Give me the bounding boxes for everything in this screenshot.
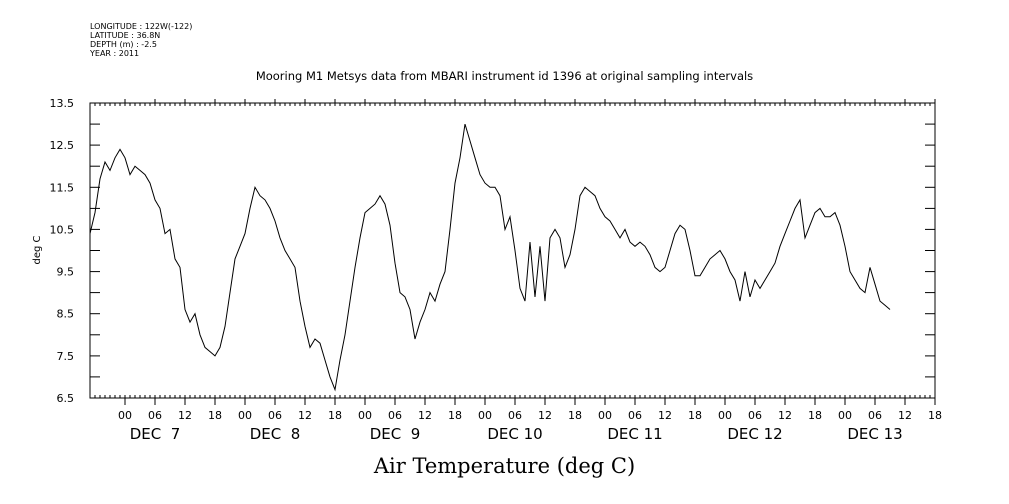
day-label: DEC 11 (607, 425, 662, 443)
x-tick-label: 12 (538, 409, 552, 422)
y-tick-label: 12.5 (50, 139, 75, 152)
y-tick-label: 8.5 (57, 308, 75, 321)
y-axis-label: deg C (32, 235, 43, 264)
x-tick-label: 06 (508, 409, 522, 422)
x-tick-label: 12 (298, 409, 312, 422)
x-tick-label: 00 (718, 409, 732, 422)
minor-ticks (89, 102, 936, 399)
x-tick-label: 18 (448, 409, 462, 422)
x-tick-label: 18 (568, 409, 582, 422)
day-label: DEC 9 (370, 425, 421, 443)
x-tick-label: 06 (748, 409, 762, 422)
x-tick-label: 12 (418, 409, 432, 422)
x-tick-label: 00 (838, 409, 852, 422)
x-tick-label: 12 (178, 409, 192, 422)
x-tick-label: 18 (688, 409, 702, 422)
day-label: DEC 10 (487, 425, 542, 443)
day-label: DEC 8 (250, 425, 301, 443)
y-tick-label: 10.5 (50, 223, 75, 236)
x-tick-label: 00 (358, 409, 372, 422)
air-temperature-line (89, 123, 891, 392)
x-tick-label: 12 (658, 409, 672, 422)
x-tick-label: 06 (268, 409, 282, 422)
x-tick-label: 18 (208, 409, 222, 422)
latitude-text: LATITUDE : 36.8N (90, 31, 161, 40)
metadata-block: LONGITUDE : 122W(-122) LATITUDE : 36.8N … (90, 22, 192, 58)
x-tick-label: 18 (328, 409, 342, 422)
x-tick-label: 06 (388, 409, 402, 422)
year-text: YEAR : 2011 (90, 49, 140, 58)
x-tick-label: 18 (928, 409, 942, 422)
x-tick-label: 00 (478, 409, 492, 422)
depth-text: DEPTH (m) : -2.5 (90, 40, 157, 49)
x-tick-label: 12 (898, 409, 912, 422)
y-tick-label: 13.5 (50, 97, 75, 110)
day-label: DEC 7 (130, 425, 181, 443)
x-tick-label: 06 (628, 409, 642, 422)
x-tick-label: 06 (868, 409, 882, 422)
y-tick-label: 6.5 (57, 392, 75, 405)
y-tick-label: 11.5 (50, 181, 75, 194)
day-label: DEC 12 (727, 425, 782, 443)
chart-title: Mooring M1 Metsys data from MBARI instru… (255, 69, 754, 83)
x-tick-label: 00 (598, 409, 612, 422)
y-tick-label: 9.5 (57, 266, 75, 279)
day-label: DEC 13 (847, 425, 902, 443)
x-axis-title: Air Temperature (deg C) (373, 454, 636, 478)
x-axis: 00 06 12 18 00 06 12 18 00 06 12 18 00 06 12 18 00 06 12 18… (118, 99, 942, 443)
x-tick-label: 12 (778, 409, 792, 422)
x-tick-label: 18 (808, 409, 822, 422)
x-tick-label: 06 (148, 409, 162, 422)
x-tick-label: 00 (118, 409, 132, 422)
y-tick-label: 7.5 (57, 350, 75, 363)
y-axis: 13.5 12.5 11.5 10.5 9.5 8.5 7.5 6.5 (50, 97, 75, 405)
x-tick-label: 00 (238, 409, 252, 422)
longitude-text: LONGITUDE : 122W(-122) (90, 22, 193, 31)
